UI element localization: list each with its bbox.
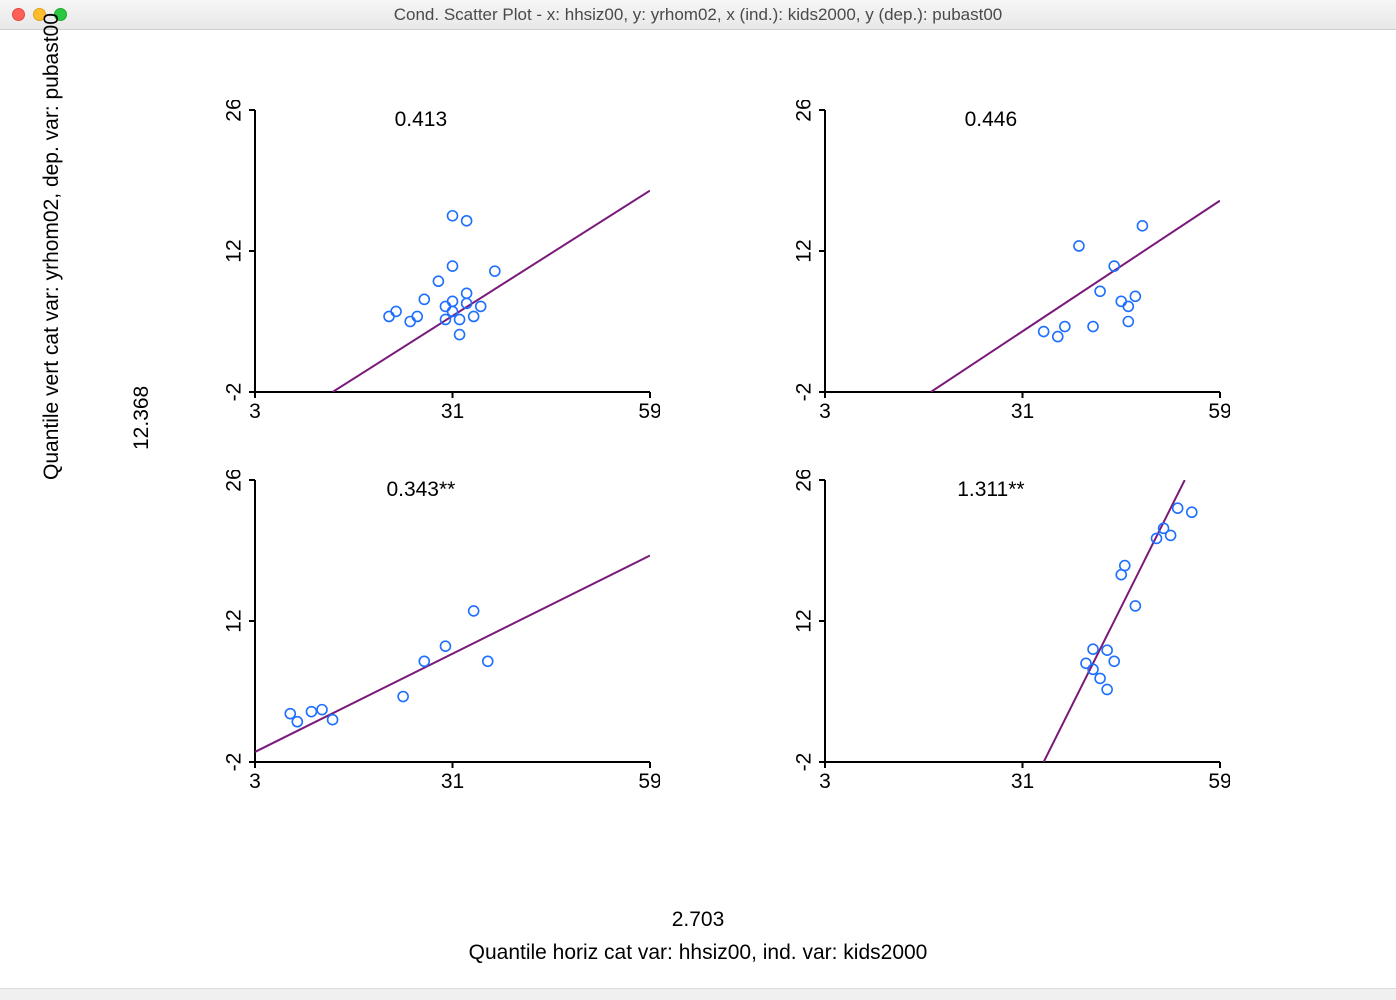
data-point (412, 311, 422, 321)
data-point (1053, 332, 1063, 342)
y-axis-label: Quantile vert cat var: yrhom02, dep. var… (40, 13, 64, 480)
data-point (469, 606, 479, 616)
data-point (490, 266, 500, 276)
y-axis-label-text: Quantile vert cat var: yrhom02, dep. var… (40, 13, 63, 480)
data-point (391, 306, 401, 316)
x-tick-label: 31 (1011, 770, 1034, 793)
data-point (469, 311, 479, 321)
x-axis-label: Quantile horiz cat var: hhsiz00, ind. va… (0, 941, 1396, 965)
data-point (1187, 507, 1197, 517)
x-tick-label: 31 (441, 400, 464, 423)
y-tick-label: 12 (793, 609, 816, 632)
data-point (405, 317, 415, 327)
data-point (448, 261, 458, 271)
data-point (455, 330, 465, 340)
x-tick-label: 59 (1208, 400, 1230, 423)
y-tick-label: 12 (223, 609, 246, 632)
data-point (1102, 684, 1112, 694)
data-point (328, 715, 338, 725)
panel-title: 0.413 (395, 108, 448, 131)
data-point (440, 641, 450, 651)
data-point (1060, 322, 1070, 332)
data-point (1120, 561, 1130, 571)
data-point (398, 692, 408, 702)
scatter-panel: -2 12 26 3 31 59 1.311** (770, 470, 1230, 800)
scatter-panel: -2 12 26 3 31 59 0.446 (770, 100, 1230, 430)
bottom-border (0, 988, 1396, 1000)
data-point (1130, 601, 1140, 611)
panel-title: 0.343** (386, 478, 455, 501)
y-tick-label: -2 (793, 383, 816, 402)
data-point (448, 211, 458, 221)
data-point (1088, 644, 1098, 654)
y-tick-label: -2 (793, 753, 816, 772)
close-icon[interactable] (12, 8, 25, 21)
data-point (419, 294, 429, 304)
x-tick-label: 3 (819, 770, 831, 793)
titlebar: Cond. Scatter Plot - x: hhsiz00, y: yrho… (0, 0, 1396, 30)
regression-line (931, 201, 1220, 392)
y-tick-label: 12 (223, 239, 246, 262)
data-point (455, 314, 465, 324)
regression-line (1044, 480, 1185, 762)
data-point (1123, 301, 1133, 311)
data-point (419, 656, 429, 666)
scatter-panel: -2 12 26 3 31 59 0.413 (200, 100, 660, 430)
y-tick-label: 26 (793, 100, 816, 122)
panel-title: 0.446 (965, 108, 1018, 131)
data-point (1137, 221, 1147, 231)
data-point (462, 216, 472, 226)
x-tick-label: 59 (1208, 770, 1230, 793)
window-title: Cond. Scatter Plot - x: hhsiz00, y: yrho… (0, 5, 1396, 25)
x-tick-label: 31 (1011, 400, 1034, 423)
data-point (476, 301, 486, 311)
data-point (1039, 327, 1049, 337)
data-point (440, 301, 450, 311)
data-point (1116, 296, 1126, 306)
data-point (1173, 503, 1183, 513)
x-tick-label: 3 (249, 400, 261, 423)
y-tick-label: 26 (793, 470, 816, 492)
y-tick-label: -2 (223, 383, 246, 402)
x-tick-label: 59 (638, 770, 660, 793)
data-point (317, 705, 327, 715)
x-tick-label: 31 (441, 770, 464, 793)
data-point (433, 276, 443, 286)
data-point (1130, 291, 1140, 301)
data-point (462, 288, 472, 298)
data-point (1123, 317, 1133, 327)
x-axis-value: 2.703 (0, 908, 1396, 932)
data-point (306, 707, 316, 717)
data-point (1095, 673, 1105, 683)
data-point (384, 311, 394, 321)
data-point (1109, 656, 1119, 666)
data-point (448, 296, 458, 306)
data-point (1088, 322, 1098, 332)
data-point (1095, 286, 1105, 296)
y-tick-label: 12 (793, 239, 816, 262)
panel-title: 1.311** (957, 478, 1024, 501)
data-point (483, 656, 493, 666)
y-tick-label: 26 (223, 100, 246, 122)
data-point (1166, 530, 1176, 540)
scatter-panel: -2 12 26 3 31 59 0.343** (200, 470, 660, 800)
x-tick-label: 3 (819, 400, 831, 423)
regression-line (255, 556, 650, 752)
y-axis-value: 12.368 (130, 386, 154, 450)
regression-line (333, 191, 650, 392)
data-point (292, 717, 302, 727)
y-tick-label: -2 (223, 753, 246, 772)
plot-canvas: Quantile vert cat var: yrhom02, dep. var… (0, 30, 1396, 1000)
y-tick-label: 26 (223, 470, 246, 492)
data-point (1102, 645, 1112, 655)
x-tick-label: 59 (638, 400, 660, 423)
x-tick-label: 3 (249, 770, 261, 793)
data-point (1074, 241, 1084, 251)
